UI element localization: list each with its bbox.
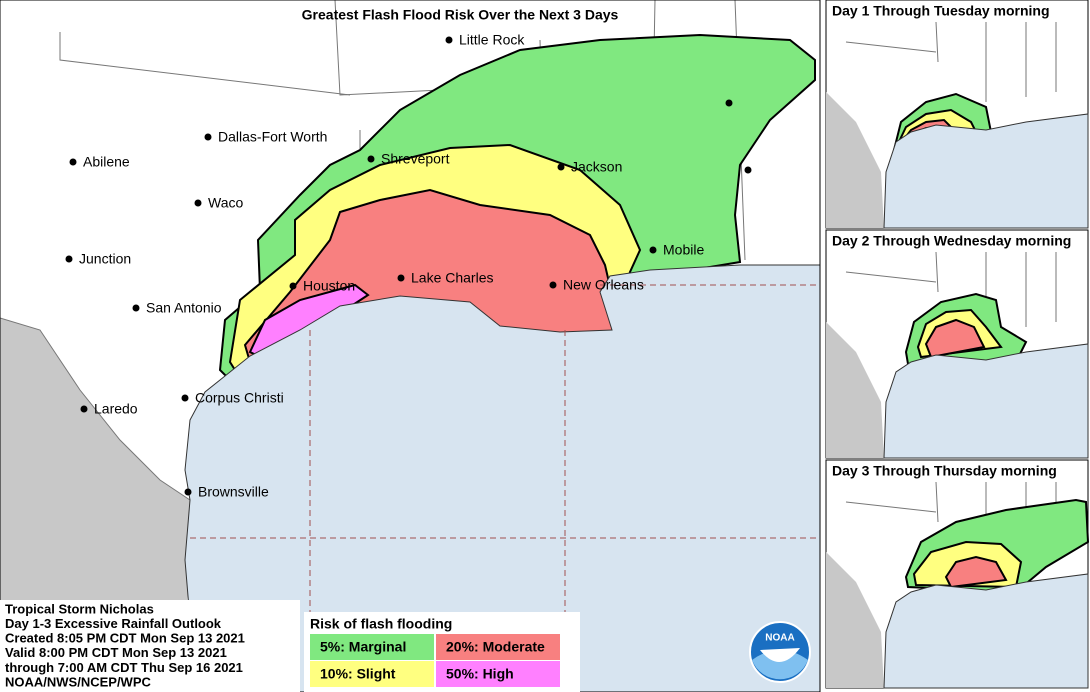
borders xyxy=(845,21,1057,102)
city-dot xyxy=(181,394,189,402)
inset-panel: Day 3 Through Thursday morning xyxy=(825,459,1090,689)
info-line: Valid 8:00 PM CDT Mon Sep 13 2021 xyxy=(5,645,227,660)
city-label: Waco xyxy=(208,195,243,211)
legend-label: 20%: Moderate xyxy=(446,639,545,655)
city-label: Mobile xyxy=(663,242,704,258)
inset-title: Day 1 Through Tuesday morning xyxy=(832,3,1050,19)
city-label: Brownsville xyxy=(198,484,269,500)
gulf xyxy=(883,573,1089,689)
city-label: Laredo xyxy=(94,401,138,417)
inset-title: Day 2 Through Wednesday morning xyxy=(832,233,1071,249)
city-dot xyxy=(204,133,212,141)
legend-label: 10%: Slight xyxy=(320,666,396,682)
mexico xyxy=(826,552,884,688)
info-box xyxy=(0,600,300,692)
city-dot xyxy=(725,99,733,107)
city-dot xyxy=(397,274,405,282)
inset-map xyxy=(826,21,1089,229)
info-line: Created 8:05 PM CDT Mon Sep 13 2021 xyxy=(5,631,245,646)
city-label: San Antonio xyxy=(146,300,222,316)
city-dot xyxy=(184,488,192,496)
gulf xyxy=(883,113,1089,229)
info-line: through 7:00 AM CDT Thu Sep 16 2021 xyxy=(5,660,243,675)
city-dot xyxy=(549,281,557,289)
city-dot xyxy=(194,199,202,207)
main-map: Little Rock Dallas-Fort Worth Abilene Shrev… xyxy=(0,0,821,692)
city-dot xyxy=(132,304,140,312)
main-frame xyxy=(0,0,821,692)
inset-panel: Day 2 Through Wednesday morning xyxy=(825,229,1089,459)
borders xyxy=(845,251,1057,332)
map-title: Greatest Flash Flood Risk Over the Next … xyxy=(302,7,619,23)
inset-panel: Day 1 Through Tuesday morning xyxy=(825,0,1089,229)
city-dot xyxy=(367,155,375,163)
city-dot xyxy=(557,163,565,171)
mexico xyxy=(826,322,884,458)
city-label: Dallas-Fort Worth xyxy=(218,129,327,145)
city-dot xyxy=(445,36,453,44)
city-dot xyxy=(744,166,752,174)
info-line: Tropical Storm Nicholas xyxy=(5,601,154,616)
maritime-boundaries xyxy=(190,284,820,692)
legend: 5%: Marginal 10%: Slight 20%: Moderate 50%:… xyxy=(310,634,560,687)
mexico xyxy=(0,318,190,692)
mexico xyxy=(826,92,884,228)
city-label: Junction xyxy=(79,251,131,267)
city-dot xyxy=(649,246,657,254)
legend-title: Risk of flash flooding xyxy=(310,616,452,632)
city-label: New Orleans xyxy=(563,277,644,293)
info-line: NOAA/NWS/NCEP/WPC xyxy=(5,674,152,689)
legend-swatch xyxy=(310,661,434,687)
city-dot xyxy=(289,282,297,290)
noaa-logo: NOAA xyxy=(749,621,811,683)
legend-swatch xyxy=(310,634,434,660)
legend-swatch xyxy=(436,661,560,687)
city-dot xyxy=(69,158,77,166)
inset-panels: Day 1 Through Tuesday morning Day 2 Throu… xyxy=(825,0,1090,689)
svg-text:NOAA: NOAA xyxy=(765,633,794,644)
city-label: Little Rock xyxy=(459,32,525,48)
legend-label: 50%: High xyxy=(446,666,514,682)
city-dot xyxy=(80,405,88,413)
legend-swatch xyxy=(436,634,560,660)
city-label: Lake Charles xyxy=(411,270,494,286)
info-line: Day 1-3 Excessive Rainfall Outlook xyxy=(5,616,222,631)
city-dot xyxy=(65,255,73,263)
legend-label: 5%: Marginal xyxy=(320,639,406,655)
city-label: Houston xyxy=(303,278,355,294)
gulf-of-mexico xyxy=(184,264,821,692)
inset-map xyxy=(826,481,1090,689)
city-label: Jackson xyxy=(571,159,622,175)
inset-map xyxy=(826,251,1089,459)
city-label: Corpus Christi xyxy=(195,390,284,406)
cities: Little Rock Dallas-Fort Worth Abilene Shrev… xyxy=(65,32,704,500)
city-label: Abilene xyxy=(83,154,130,170)
gulf xyxy=(883,343,1089,459)
city-label: Shreveport xyxy=(381,151,450,167)
inset-title: Day 3 Through Thursday morning xyxy=(832,463,1057,479)
